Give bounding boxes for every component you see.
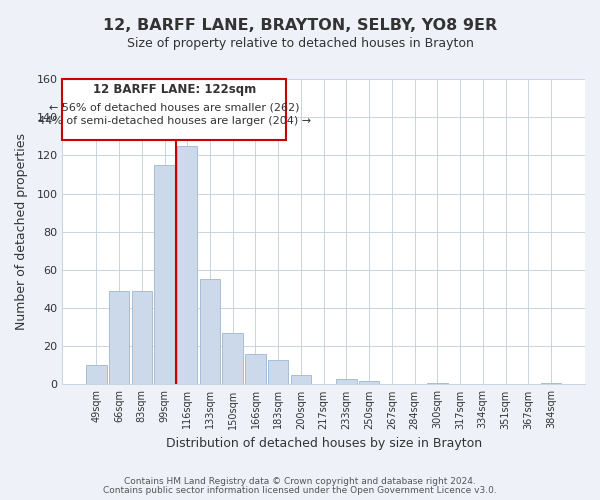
Bar xyxy=(200,280,220,384)
Bar xyxy=(154,165,175,384)
X-axis label: Distribution of detached houses by size in Brayton: Distribution of detached houses by size … xyxy=(166,437,482,450)
Bar xyxy=(268,360,289,384)
Bar xyxy=(131,291,152,384)
Bar xyxy=(541,382,561,384)
Bar xyxy=(359,380,379,384)
Text: 44% of semi-detached houses are larger (204) →: 44% of semi-detached houses are larger (… xyxy=(38,116,311,126)
Bar xyxy=(245,354,266,384)
Bar xyxy=(109,291,129,384)
Bar xyxy=(427,382,448,384)
Bar xyxy=(336,378,356,384)
Text: Contains public sector information licensed under the Open Government Licence v3: Contains public sector information licen… xyxy=(103,486,497,495)
Text: Contains HM Land Registry data © Crown copyright and database right 2024.: Contains HM Land Registry data © Crown c… xyxy=(124,477,476,486)
Bar xyxy=(290,375,311,384)
Text: ← 56% of detached houses are smaller (262): ← 56% of detached houses are smaller (26… xyxy=(49,102,299,112)
Text: Size of property relative to detached houses in Brayton: Size of property relative to detached ho… xyxy=(127,38,473,51)
Y-axis label: Number of detached properties: Number of detached properties xyxy=(15,133,28,330)
Bar xyxy=(223,333,243,384)
Text: 12, BARFF LANE, BRAYTON, SELBY, YO8 9ER: 12, BARFF LANE, BRAYTON, SELBY, YO8 9ER xyxy=(103,18,497,32)
Text: 12 BARFF LANE: 122sqm: 12 BARFF LANE: 122sqm xyxy=(92,83,256,96)
Bar xyxy=(86,366,107,384)
Bar xyxy=(177,146,197,384)
